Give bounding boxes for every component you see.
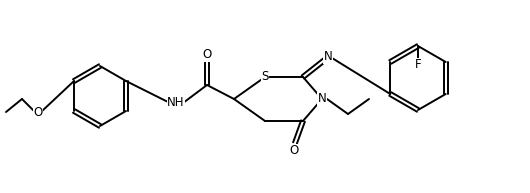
Text: O: O xyxy=(289,145,298,157)
Text: S: S xyxy=(261,70,269,84)
Text: N: N xyxy=(324,51,332,63)
Text: O: O xyxy=(33,106,42,119)
Text: F: F xyxy=(414,58,421,71)
Text: O: O xyxy=(202,48,211,62)
Text: N: N xyxy=(317,92,326,106)
Text: NH: NH xyxy=(167,96,185,109)
